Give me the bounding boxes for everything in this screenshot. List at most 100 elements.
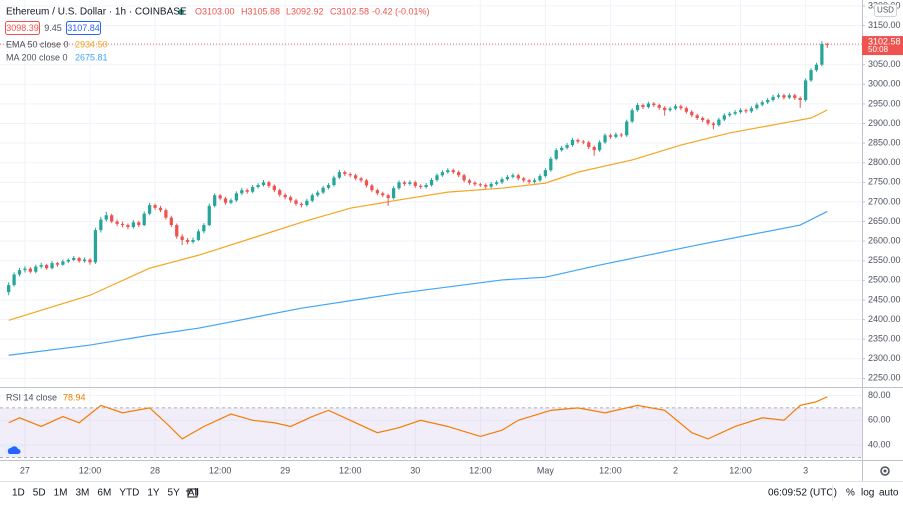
candle-body — [614, 134, 618, 137]
candle-body — [104, 215, 108, 220]
candle-body — [169, 217, 173, 226]
ma-line — [8, 210, 828, 356]
candle-body — [267, 182, 271, 186]
candle-body — [608, 135, 613, 137]
candle-body — [408, 182, 412, 184]
compare-icon[interactable] — [186, 488, 198, 498]
range-button[interactable]: 6M — [97, 488, 111, 499]
candle-body — [39, 265, 43, 267]
candle-body — [500, 179, 504, 183]
rsi-legend-name: RSI 14 close — [6, 392, 57, 402]
candle-body — [245, 190, 249, 192]
candle-body — [814, 64, 819, 71]
candle-body — [673, 106, 678, 109]
log-toggle[interactable]: log — [861, 488, 874, 499]
candle-body — [494, 182, 499, 184]
candle-body — [316, 192, 320, 196]
y-tick-label: 2500.00 — [868, 275, 901, 285]
candle-body — [115, 221, 119, 224]
candle-body — [77, 258, 81, 262]
plot — [0, 41, 862, 440]
y-tick-label: 2650.00 — [868, 216, 901, 226]
settings-icon[interactable] — [880, 466, 890, 476]
candle-body — [457, 172, 461, 176]
candle-body — [164, 210, 168, 218]
x-tick-label: 29 — [280, 465, 290, 475]
candle-body — [343, 172, 347, 175]
candle-body — [565, 145, 569, 148]
range-button[interactable]: 3M — [76, 488, 90, 499]
y-tick-label: 2950.00 — [868, 98, 901, 108]
sell-box[interactable] — [5, 21, 40, 35]
candle-body — [511, 175, 515, 177]
range-button[interactable]: 5Y — [168, 488, 181, 499]
candle-body — [695, 115, 699, 119]
candle-body — [120, 223, 125, 226]
candle-body — [679, 106, 683, 109]
candle-body — [722, 115, 726, 120]
percent-toggle[interactable]: % — [846, 488, 855, 499]
candle-body — [283, 194, 287, 198]
y-tick-label: 2700.00 — [868, 196, 901, 206]
candle-body — [391, 188, 396, 199]
candle-body — [700, 118, 705, 120]
ma-legend-value: 2675.81 — [75, 52, 108, 62]
spread: 9.45 — [44, 23, 62, 33]
ema-line — [8, 109, 828, 321]
range-button[interactable]: 1D — [12, 488, 25, 499]
rsi-line — [8, 396, 828, 440]
candle-body — [657, 105, 661, 108]
range-button[interactable]: All — [188, 488, 199, 499]
x-tick-label: 12:00 — [209, 465, 232, 475]
last-price-box — [862, 36, 903, 56]
candle-body — [760, 102, 764, 105]
y-tick-label: 2800.00 — [868, 157, 901, 167]
candle-body — [153, 205, 157, 208]
candle-body — [554, 150, 558, 159]
candle-body — [370, 185, 374, 191]
candle-body — [256, 185, 260, 188]
candle-body — [755, 104, 759, 109]
buy-box[interactable] — [66, 21, 101, 35]
ohlc-close: C3102.58 — [330, 6, 369, 16]
candle-body — [196, 231, 201, 240]
range-button[interactable]: 5D — [33, 488, 46, 499]
x-tick-label: 2 — [673, 465, 678, 475]
candle-body — [581, 141, 585, 143]
candle-body — [538, 176, 542, 181]
candle-body — [213, 195, 217, 206]
ohlc-low: L3092.92 — [286, 6, 324, 16]
sell-price[interactable]: 3098.39 — [6, 23, 39, 33]
utc-time[interactable]: 06:09:52 (UTC) — [768, 488, 837, 499]
candle-body — [413, 182, 417, 186]
range-button[interactable]: YTD — [119, 488, 139, 499]
candle-body — [733, 112, 737, 114]
y-tick-label: 2350.00 — [868, 334, 901, 344]
cloud-icon[interactable] — [5, 443, 21, 457]
currency[interactable]: USD — [877, 6, 894, 15]
candle-body — [23, 268, 27, 271]
countdown-label: 50:08 — [868, 45, 889, 54]
auto-toggle[interactable]: auto — [879, 488, 899, 499]
x-tick-label: 12:00 — [339, 465, 362, 475]
y-tick-label: 3000.00 — [868, 79, 901, 89]
axes: 2250.00 2300.00 2350.00 2400.00 2450.00 2500.… — [20, 0, 901, 475]
y-tick-label: 2900.00 — [868, 118, 901, 128]
range-button[interactable]: 1M — [54, 488, 68, 499]
candle-body — [809, 70, 813, 81]
currency-box[interactable] — [874, 4, 897, 17]
candle-body — [50, 263, 54, 269]
x-tick-label: 12:00 — [469, 465, 492, 475]
ema-legend-value: 2934.50 — [75, 39, 108, 49]
candle-body — [532, 180, 537, 182]
range-button[interactable]: 1Y — [147, 488, 160, 499]
x-tick-label: 12:00 — [599, 465, 622, 475]
candle-body — [630, 110, 634, 122]
candle-body — [587, 142, 591, 148]
candle-body — [354, 175, 358, 179]
buy-price[interactable]: 3107.84 — [67, 23, 100, 33]
candle-body — [272, 185, 276, 191]
candle-body — [321, 187, 325, 193]
ma-legend-name: MA 200 close 0 — [6, 52, 68, 62]
